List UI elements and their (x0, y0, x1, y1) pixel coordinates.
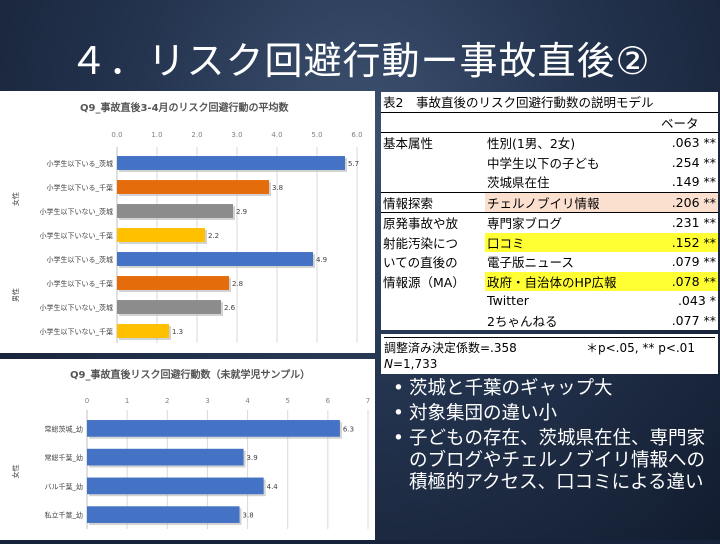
bar (87, 420, 340, 437)
table-row: 基本属性 性別(1男、2女) .063 ** (383, 135, 716, 152)
data-label: 3.9 (247, 454, 258, 462)
category-label: 常総千葉_幼 (45, 453, 84, 462)
bar (87, 477, 264, 495)
bullet-item: • 対象集団の違い小 (393, 403, 558, 424)
table-row: 情報探索 チェルノブイリ情報 .206 ** (381, 191, 718, 213)
category-label: 私立千葉_幼 (45, 511, 84, 520)
regression-table: 表2 事故直後のリスク回避行動数の説明モデル ベータ 基本属性 性別(1男、2女… (381, 92, 718, 330)
table-footer: 調整済み決定係数=.358 ＊p<.05, ** p<.01 N=1,733 (381, 334, 718, 374)
x-tick-label: 6.0 (351, 131, 362, 139)
group-label: 女性 (11, 465, 20, 479)
table-row: 茨城県在住 .149 ** (487, 174, 716, 191)
category-label: 常総茨城_幼 (45, 424, 84, 433)
data-label: 2.8 (232, 280, 243, 288)
bar (117, 228, 205, 242)
x-tick-label: 6 (326, 397, 331, 405)
x-tick-label: 7 (366, 397, 370, 405)
x-tick-label: 2 (165, 397, 169, 405)
x-tick-label: 5 (285, 397, 289, 405)
x-tick-label: 0 (85, 397, 89, 405)
bar (117, 276, 229, 290)
category-label: 小学生以下いる_千葉 (47, 279, 114, 288)
bar (117, 252, 313, 266)
x-tick-label: 2.0 (191, 131, 202, 139)
bar (117, 204, 233, 218)
table-row: Twitter .043 * (487, 293, 716, 309)
data-label: 1.3 (172, 328, 183, 336)
category-label: 小学生以下いる_千葉 (47, 183, 114, 192)
x-tick-label: 3.0 (231, 131, 242, 139)
chart2-panel: Q9_事故直後リスク回避行動数（未就学児サンプル） 0 1 2 3 4 5 6 7 6.3 常総茨… (0, 359, 375, 540)
category-label: 小学生以下いる_茨城 (47, 159, 114, 168)
chart1-title: Q9_事故直後3-4月のリスク回避行動の平均数 (80, 103, 289, 114)
table-row: 情報源（MA） 政府・自治体のHP広報 .078 ** (381, 271, 718, 291)
data-label: 4.4 (267, 483, 279, 491)
bar (117, 180, 269, 194)
x-tick-label: 5.0 (311, 131, 322, 139)
category-label: 小学生以下いない_千葉 (40, 327, 114, 336)
data-label: 6.3 (343, 425, 354, 433)
summary-bullets: • 茨城と千葉のギャップ大 • 対象集団の違い小 • 子どもの存在、茨城県在住、専門家… (393, 378, 715, 497)
data-label: 2.2 (208, 232, 219, 240)
sample-size-note: N=1,733 (384, 357, 438, 371)
bar (117, 300, 221, 314)
x-tick-label: 1 (125, 397, 129, 405)
beta-header: ベータ (649, 112, 718, 133)
x-tick-label: 0.0 (111, 131, 122, 139)
bar (87, 448, 244, 466)
category-label: バル千葉_幼 (45, 482, 84, 491)
chart1-panel: Q9_事故直後3-4月のリスク回避行動の平均数 0.0 1.0 2.0 3.0 4.0 5… (0, 91, 375, 353)
group-label: 女性 (11, 192, 20, 206)
group-label: 男性 (11, 288, 20, 302)
data-label: 3.8 (272, 184, 283, 192)
x-tick-label: 4 (245, 397, 250, 405)
x-tick-label: 4.0 (271, 131, 282, 139)
bullet-item: • 子どもの存在、茨城県在住、専門家のブログやチェルノブイリ情報への積極的アクセス… (393, 428, 706, 493)
data-label: 2.9 (236, 208, 247, 216)
r2-note: 調整済み決定係数=.358 (384, 341, 517, 355)
data-label: 3.8 (243, 512, 254, 520)
data-label: 2.6 (224, 304, 236, 312)
table-row: 2ちゃんねる .077 ** (487, 312, 716, 329)
table-caption-row: 表2 事故直後のリスク回避行動数の説明モデル (381, 92, 718, 113)
bar (87, 506, 240, 523)
category-label: 小学生以下いない_茨城 (40, 207, 114, 216)
table-row: 中学生以下の子ども .254 ** (487, 154, 716, 171)
significance-note: ＊p<.05, ** p<.01 (586, 341, 695, 355)
bar (117, 156, 345, 170)
table-row: 射能汚染につ 口コミ .152 ** (381, 232, 718, 252)
chart2-svg: 0 1 2 3 4 5 6 7 6.3 常総茨城_幼 3.9 常総千葉_幼 4.4 バル千葉_幼 3.8 私立… (11, 397, 370, 529)
table-caption: 表2 事故直後のリスク回避行動数の説明モデル (381, 92, 718, 113)
table-header-row: ベータ (381, 112, 718, 133)
bullet-item: • 茨城と千葉のギャップ大 (393, 378, 613, 399)
chart2-title: Q9_事故直後リスク回避行動数（未就学児サンプル） (70, 370, 311, 381)
x-tick-label: 3 (205, 397, 209, 405)
data-label: 4.9 (316, 256, 327, 264)
bar (117, 324, 169, 338)
chart1-svg: 0.0 1.0 2.0 3.0 4.0 5.0 6.0 5.7 小学生以下いる_茨城 3.8 小学生… (11, 131, 363, 343)
data-label: 5.7 (348, 160, 359, 168)
category-label: 小学生以下いない_茨城 (40, 303, 114, 312)
table-row: いての直後の 電子版ニュース .079 ** (383, 254, 716, 271)
category-label: 小学生以下いない_千葉 (40, 231, 114, 240)
category-label: 小学生以下いる_茨城 (47, 255, 114, 264)
table-row: 原発事故や放 専門家ブログ .231 ** (381, 212, 718, 233)
x-tick-label: 1.0 (151, 131, 162, 139)
slide-title: ４．リスク回避行動ー事故直後② (69, 39, 651, 83)
